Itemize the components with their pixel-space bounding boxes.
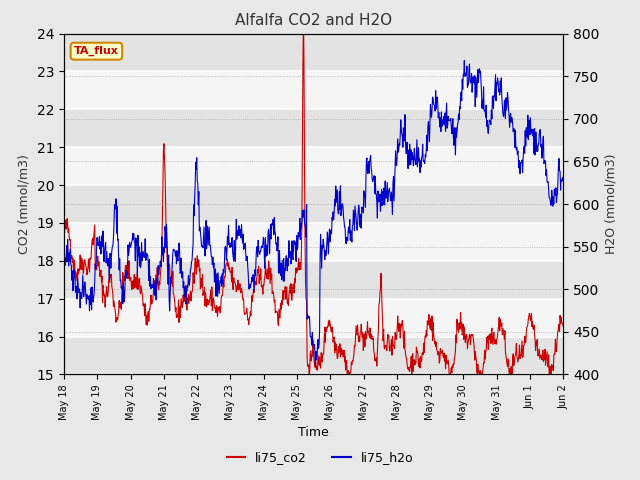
li75_co2	[536, 346, 543, 352]
Bar	[64, 261, 563, 299]
Text: TA_flux: TA_flux	[74, 46, 119, 56]
Y-axis label: CO2 (mmol/m3): CO2 (mmol/m3)	[18, 154, 31, 254]
li75_h2o	[559, 178, 567, 184]
li75_h2o	[460, 58, 468, 63]
li75_h2o	[312, 363, 319, 369]
li75_co2	[153, 282, 161, 288]
Y-axis label: H2O (mmol/m3): H2O (mmol/m3)	[605, 154, 618, 254]
X-axis label: Time: Time	[298, 426, 329, 439]
li75_h2o	[153, 279, 161, 285]
Line: li75_co2: li75_co2	[64, 15, 563, 374]
Title: Alfalfa CO2 and H2O: Alfalfa CO2 and H2O	[235, 13, 392, 28]
li75_h2o	[60, 266, 68, 272]
li75_h2o	[84, 293, 92, 299]
li75_h2o	[543, 179, 551, 184]
li75_co2	[84, 266, 92, 272]
li75_co2	[355, 333, 363, 339]
Legend: li75_co2, li75_h2o: li75_co2, li75_h2o	[221, 446, 419, 469]
li75_co2	[268, 276, 275, 282]
Bar	[64, 34, 563, 72]
Bar	[64, 185, 563, 223]
li75_co2	[300, 12, 307, 18]
li75_co2	[559, 324, 567, 329]
li75_h2o	[536, 132, 543, 138]
Bar	[64, 109, 563, 147]
Bar	[64, 336, 563, 374]
li75_h2o	[355, 202, 362, 208]
li75_co2	[305, 372, 313, 377]
li75_h2o	[268, 236, 275, 242]
li75_co2	[543, 349, 551, 355]
li75_co2	[60, 228, 68, 234]
Line: li75_h2o: li75_h2o	[64, 60, 563, 366]
